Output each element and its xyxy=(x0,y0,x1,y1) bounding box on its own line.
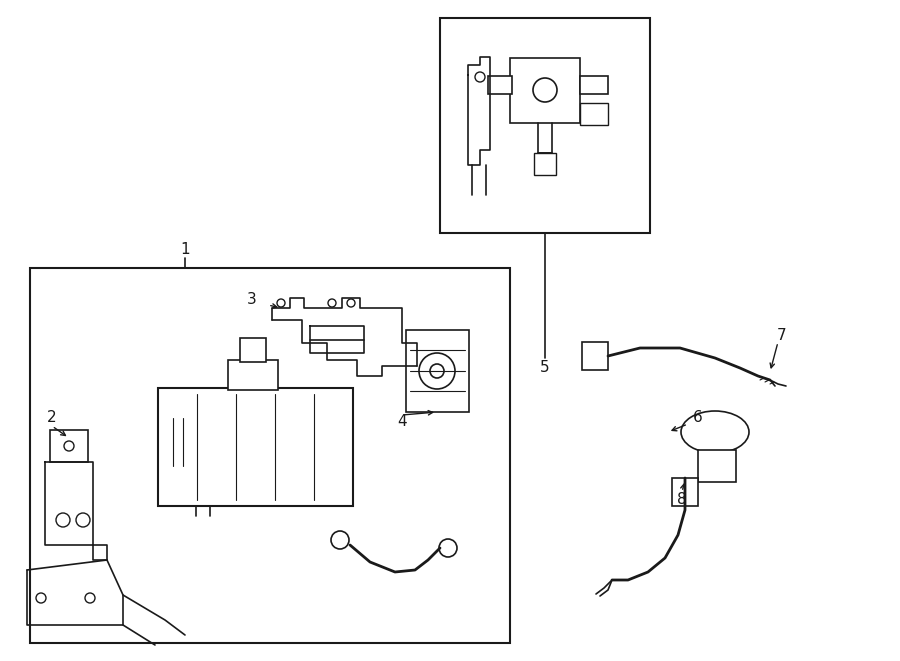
Bar xyxy=(240,338,266,362)
Bar xyxy=(534,153,556,175)
Bar xyxy=(440,18,650,233)
Text: 1: 1 xyxy=(180,243,190,258)
Bar xyxy=(672,478,698,506)
Bar xyxy=(698,450,736,482)
Text: 6: 6 xyxy=(693,410,703,426)
Circle shape xyxy=(475,72,485,82)
Text: 7: 7 xyxy=(778,327,787,342)
Text: 4: 4 xyxy=(397,414,407,428)
Text: 8: 8 xyxy=(677,492,687,508)
Circle shape xyxy=(56,513,70,527)
Circle shape xyxy=(328,299,336,307)
Bar xyxy=(228,360,278,390)
Circle shape xyxy=(439,539,457,557)
Circle shape xyxy=(430,364,444,378)
Bar xyxy=(510,58,580,123)
Bar xyxy=(582,342,608,370)
Circle shape xyxy=(85,593,95,603)
Bar xyxy=(50,430,88,462)
Text: 3: 3 xyxy=(248,293,256,307)
Text: 5: 5 xyxy=(540,360,550,375)
Circle shape xyxy=(277,299,285,307)
Circle shape xyxy=(347,299,355,307)
Ellipse shape xyxy=(681,411,749,453)
Circle shape xyxy=(331,531,349,549)
Circle shape xyxy=(64,441,74,451)
Circle shape xyxy=(36,593,46,603)
Bar xyxy=(30,268,510,643)
Circle shape xyxy=(533,78,557,102)
Text: 2: 2 xyxy=(47,410,57,426)
Circle shape xyxy=(419,353,455,389)
Bar xyxy=(488,76,512,94)
Bar xyxy=(580,103,608,125)
Circle shape xyxy=(76,513,90,527)
Bar xyxy=(158,388,353,506)
Bar xyxy=(580,76,608,94)
Bar xyxy=(406,330,469,412)
